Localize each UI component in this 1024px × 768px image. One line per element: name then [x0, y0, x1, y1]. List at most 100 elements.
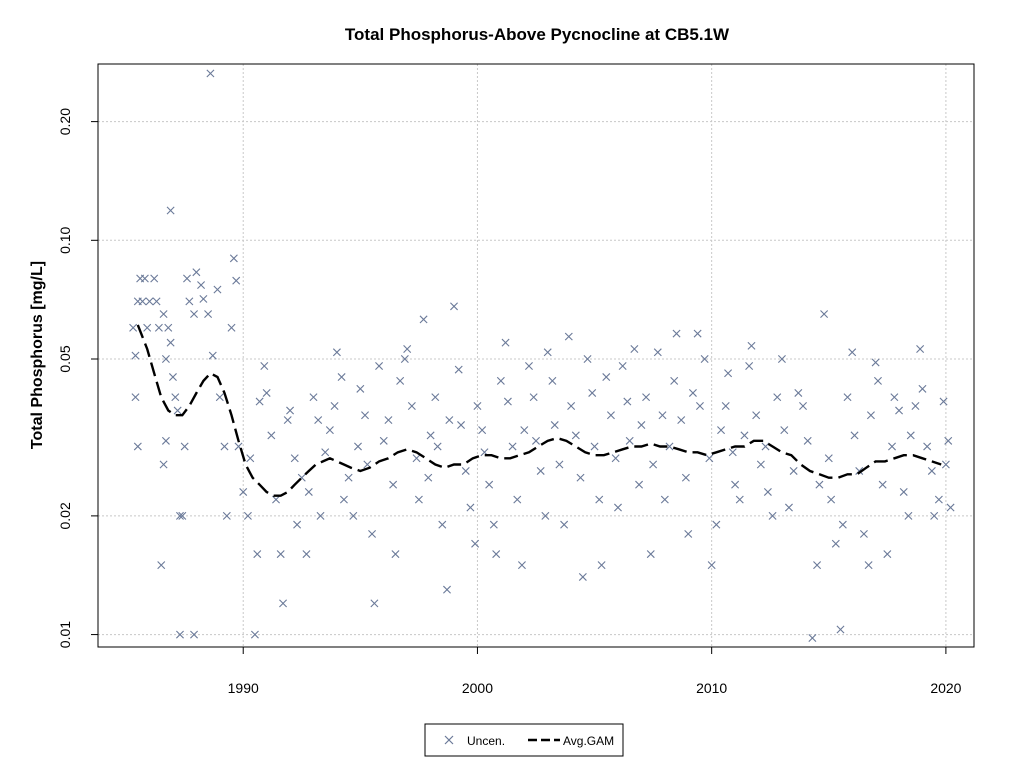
data-point-x-marker: [286, 406, 295, 415]
data-point-stroke: [283, 416, 292, 425]
data-point-stroke: [239, 487, 248, 496]
data-point-stroke: [433, 442, 442, 451]
data-point-stroke: [520, 426, 529, 435]
data-point-stroke: [590, 442, 599, 451]
data-point-x-marker: [695, 401, 704, 410]
data-point-stroke: [349, 511, 358, 520]
data-point-stroke: [895, 406, 904, 415]
data-point-x-marker: [290, 454, 299, 463]
data-point-stroke: [255, 397, 264, 406]
data-point-stroke: [414, 495, 423, 504]
data-point-stroke: [642, 393, 651, 402]
data-point-stroke: [150, 274, 159, 283]
data-point-x-marker: [756, 460, 765, 469]
data-point-stroke: [799, 401, 808, 410]
data-point-x-marker: [906, 431, 915, 440]
data-point-x-marker: [185, 297, 194, 306]
data-point-stroke: [206, 69, 215, 78]
data-point-stroke: [576, 473, 585, 482]
data-point-x-marker: [611, 454, 620, 463]
data-point-stroke: [192, 268, 201, 277]
data-point-stroke: [745, 361, 754, 370]
data-point-stroke: [503, 397, 512, 406]
data-point-x-marker: [199, 294, 208, 303]
data-point-x-marker: [740, 431, 749, 440]
data-point-stroke: [740, 431, 749, 440]
data-point-stroke: [784, 503, 793, 512]
y-tick-label: 0.05: [57, 345, 73, 372]
data-point-stroke: [473, 401, 482, 410]
data-point-stroke: [152, 297, 161, 306]
data-point-stroke: [700, 355, 709, 363]
data-point-x-marker: [517, 561, 526, 570]
data-point-stroke: [143, 323, 152, 332]
data-point-x-marker: [550, 421, 559, 430]
data-point-x-marker: [293, 520, 302, 529]
data-point-stroke: [166, 206, 175, 215]
data-point-stroke: [848, 348, 857, 357]
data-point-stroke: [321, 448, 330, 457]
data-point-stroke: [337, 373, 346, 382]
data-point-x-marker: [175, 630, 184, 639]
points-series: [129, 69, 955, 643]
data-point-x-marker: [930, 511, 939, 520]
data-point-stroke: [934, 495, 943, 504]
data-point-x-marker: [646, 550, 655, 559]
data-point-x-marker: [496, 376, 505, 385]
data-point-x-marker: [899, 487, 908, 496]
data-point-x-marker: [407, 401, 416, 410]
data-point-stroke: [443, 585, 451, 594]
data-point-stroke: [731, 480, 740, 489]
data-point-stroke: [293, 520, 302, 529]
data-point-x-marker: [831, 539, 840, 548]
data-point-stroke: [159, 460, 168, 469]
data-point-stroke: [890, 393, 899, 402]
data-point-stroke: [677, 416, 686, 425]
data-point-stroke: [684, 529, 693, 538]
data-point-x-marker: [808, 634, 817, 643]
data-point-x-marker: [878, 480, 887, 489]
data-point-x-marker: [768, 511, 777, 520]
data-point-x-marker: [157, 561, 166, 570]
data-point-stroke: [368, 529, 377, 538]
data-point-stroke: [625, 436, 634, 445]
data-point-x-marker: [133, 442, 142, 451]
data-point-stroke: [190, 310, 199, 319]
data-point-stroke: [379, 436, 388, 445]
data-point-x-marker: [864, 561, 873, 570]
data-point-stroke: [370, 599, 379, 608]
data-point-x-marker: [391, 550, 400, 559]
data-point-x-marker: [745, 361, 754, 370]
data-point-stroke: [930, 511, 939, 520]
data-point-stroke: [363, 460, 372, 469]
data-point-x-marker: [161, 355, 170, 363]
data-point-stroke: [735, 495, 744, 504]
data-point-x-marker: [780, 426, 789, 435]
data-point-stroke: [571, 431, 580, 440]
data-point-stroke: [164, 323, 173, 332]
data-point-stroke: [129, 323, 138, 332]
data-point-x-marker: [944, 436, 953, 445]
data-point-x-marker: [618, 361, 627, 370]
data-point-stroke: [445, 416, 454, 425]
data-point-x-marker: [606, 411, 615, 420]
data-point-stroke: [649, 460, 658, 469]
data-point-stroke: [234, 442, 243, 451]
data-point-stroke: [426, 431, 435, 440]
data-point-x-marker: [590, 442, 599, 451]
data-point-x-marker: [190, 310, 199, 319]
data-point-x-marker: [276, 550, 285, 559]
data-point-x-marker: [267, 431, 276, 440]
data-point-stroke: [646, 550, 655, 559]
data-point-stroke: [588, 388, 597, 397]
data-point-stroke: [941, 460, 950, 469]
data-point-x-marker: [827, 495, 836, 504]
legend-label-line: Avg.GAM: [563, 734, 614, 748]
data-point-x-marker: [578, 572, 587, 581]
data-point-stroke: [290, 454, 299, 463]
data-point-stroke: [131, 351, 140, 360]
data-point-stroke: [332, 348, 341, 357]
data-point-x-marker: [529, 393, 538, 402]
data-point-stroke: [550, 421, 559, 430]
